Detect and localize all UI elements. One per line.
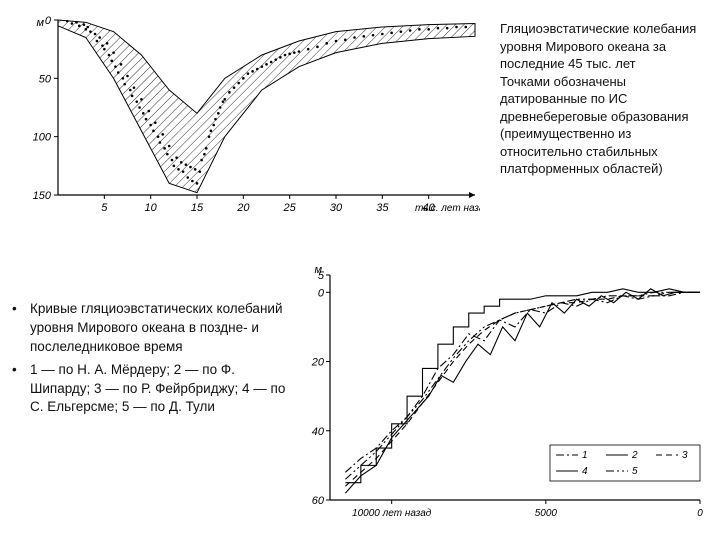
svg-text:м: м bbox=[36, 17, 44, 29]
top-caption-text: Гляциоэвстатические колебания уровня Мир… bbox=[500, 21, 696, 176]
svg-text:20: 20 bbox=[311, 357, 325, 369]
svg-text:5000: 5000 bbox=[535, 508, 558, 519]
left-caption-2: 1 — по Н. А. Мёрдеру; 2 — по Ф. Шипарду;… bbox=[30, 361, 292, 418]
svg-text:20: 20 bbox=[236, 202, 250, 214]
svg-text:100: 100 bbox=[33, 132, 52, 144]
svg-text:30: 30 bbox=[330, 202, 343, 214]
svg-text:50: 50 bbox=[39, 73, 52, 85]
top-scatter-chart: 050100150м510152025303540тыс. лет назад bbox=[20, 10, 480, 230]
svg-text:5: 5 bbox=[632, 466, 638, 477]
svg-text:4: 4 bbox=[582, 466, 588, 477]
svg-text:м: м bbox=[314, 264, 322, 276]
svg-text:0: 0 bbox=[318, 287, 325, 299]
svg-text:0: 0 bbox=[697, 508, 703, 519]
svg-text:60: 60 bbox=[312, 495, 325, 507]
svg-text:5: 5 bbox=[101, 202, 108, 214]
top-caption: Гляциоэвстатические колебания уровня Мир… bbox=[500, 20, 710, 178]
svg-text:10: 10 bbox=[145, 202, 158, 214]
left-caption-1: Кривые гляциоэвстатических колебаний уро… bbox=[30, 300, 292, 357]
svg-text:40: 40 bbox=[312, 426, 325, 438]
svg-text:10000 лет назад: 10000 лет назад bbox=[352, 508, 432, 519]
left-caption: • Кривые гляциоэвстатических колебаний у… bbox=[12, 300, 292, 421]
svg-text:1: 1 bbox=[582, 450, 588, 461]
svg-text:тыс. лет назад: тыс. лет назад bbox=[415, 203, 480, 214]
bullet-icon: • bbox=[12, 361, 30, 418]
svg-text:0: 0 bbox=[45, 15, 52, 27]
svg-text:35: 35 bbox=[376, 202, 389, 214]
svg-text:25: 25 bbox=[283, 202, 297, 214]
bottom-line-chart: 50204060м10000 лет назад5000012345 bbox=[300, 260, 710, 530]
svg-text:150: 150 bbox=[33, 190, 52, 202]
bullet-icon: • bbox=[12, 300, 30, 357]
svg-text:2: 2 bbox=[631, 450, 638, 461]
svg-text:15: 15 bbox=[191, 202, 204, 214]
svg-text:3: 3 bbox=[682, 450, 688, 461]
